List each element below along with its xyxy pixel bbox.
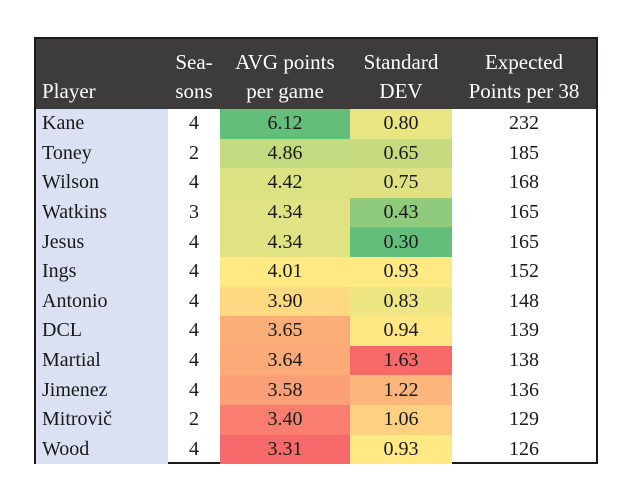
header-expected-points: Expected Points per 38: [452, 39, 596, 109]
table-row: Kane 4 6.12 0.80 232: [36, 109, 596, 139]
expected-points-cell: 138: [509, 349, 539, 372]
avg-points-cell: 3.64: [220, 345, 350, 376]
header-std-line1: Standard: [363, 50, 439, 74]
player-name-cell: Jimenez: [36, 375, 168, 405]
standard-dev-cell: 0.93: [350, 434, 452, 465]
standard-dev-cell: 0.65: [350, 138, 452, 169]
seasons-cell: 2: [189, 408, 199, 431]
standard-dev-cell: 0.83: [350, 286, 452, 317]
header-seasons-line1: Sea-: [175, 50, 213, 74]
table-row: DCL 4 3.65 0.94 139: [36, 316, 596, 346]
player-name-cell: Martial: [36, 345, 168, 376]
expected-points-cell: 139: [509, 319, 539, 342]
expected-points-cell: 165: [509, 230, 539, 253]
table-row: Wood 4 3.31 0.93 126: [36, 434, 596, 465]
seasons-cell: 4: [189, 289, 199, 312]
player-name-cell: Toney: [36, 138, 168, 169]
header-standard-dev: Standard DEV: [350, 39, 452, 109]
expected-points-cell: 148: [509, 289, 539, 312]
seasons-cell: 4: [189, 260, 199, 283]
standard-dev-cell: 0.80: [350, 109, 452, 139]
seasons-cell: 4: [189, 378, 199, 401]
table-row: Antonio 4 3.90 0.83 148: [36, 286, 596, 317]
standard-dev-cell: 0.43: [350, 197, 452, 228]
seasons-cell: 2: [189, 141, 199, 164]
avg-points-cell: 3.65: [220, 316, 350, 346]
header-expected-line2: Points per 38: [468, 79, 580, 103]
seasons-cell: 4: [189, 319, 199, 342]
expected-points-cell: 168: [509, 171, 539, 194]
avg-points-cell: 3.40: [220, 404, 350, 435]
table-body: Kane 4 6.12 0.80 232 Toney 2 4.86 0.65 185 Wilson 4…: [36, 109, 596, 465]
avg-points-cell: 4.01: [220, 256, 350, 287]
player-name-cell: Ings: [36, 256, 168, 287]
avg-points-cell: 4.86: [220, 138, 350, 169]
header-seasons: Sea-sons: [168, 39, 220, 109]
player-name-cell: Kane: [36, 109, 168, 139]
avg-points-cell: 4.42: [220, 168, 350, 198]
avg-points-cell: 3.90: [220, 286, 350, 317]
expected-points-cell: 136: [509, 378, 539, 401]
header-avg-line2: per game: [246, 79, 324, 103]
table-row: Mitrovič 2 3.40 1.06 129: [36, 404, 596, 435]
standard-dev-cell: 0.75: [350, 168, 452, 198]
expected-points-cell: 126: [509, 437, 539, 460]
table-row: Toney 2 4.86 0.65 185: [36, 138, 596, 169]
table-row: Wilson 4 4.42 0.75 168: [36, 168, 596, 198]
avg-points-cell: 4.34: [220, 227, 350, 257]
avg-points-cell: 3.31: [220, 434, 350, 465]
seasons-cell: 4: [189, 349, 199, 372]
avg-points-cell: 3.58: [220, 375, 350, 405]
expected-points-cell: 185: [509, 141, 539, 164]
table-row: Martial 4 3.64 1.63 138: [36, 345, 596, 376]
standard-dev-cell: 1.22: [350, 375, 452, 405]
player-name-cell: Mitrovič: [36, 404, 168, 435]
expected-points-cell: 165: [509, 201, 539, 224]
table-row: Ings 4 4.01 0.93 152: [36, 256, 596, 287]
header-player: Player: [36, 39, 168, 109]
header-expected-line1: Expected: [484, 50, 564, 74]
avg-points-cell: 4.34: [220, 197, 350, 228]
player-name-cell: Watkins: [36, 197, 168, 228]
header-seasons-line2: sons: [175, 79, 213, 103]
seasons-cell: 4: [189, 171, 199, 194]
table-header: Player Sea-sons AVG points per game Stand…: [36, 39, 596, 109]
table-row: Jimenez 4 3.58 1.22 136: [36, 375, 596, 405]
header-avg-line1: AVG points: [235, 50, 335, 74]
seasons-cell: 3: [189, 201, 199, 224]
seasons-cell: 4: [189, 437, 199, 460]
table-row: Jesus 4 4.34 0.30 165: [36, 227, 596, 257]
player-name-cell: DCL: [36, 316, 168, 346]
header-row: Player Sea-sons AVG points per game Stand…: [36, 39, 596, 109]
standard-dev-cell: 0.94: [350, 316, 452, 346]
expected-points-cell: 232: [509, 112, 539, 135]
expected-points-cell: 152: [509, 260, 539, 283]
header-std-line2: DEV: [379, 79, 423, 103]
header-player-label: Player: [42, 79, 96, 103]
player-name-cell: Wood: [36, 434, 168, 465]
stats-table-frame: Player Sea-sons AVG points per game Stand…: [34, 37, 598, 465]
standard-dev-cell: 1.06: [350, 404, 452, 435]
standard-dev-cell: 0.30: [350, 227, 452, 257]
header-avg-points: AVG points per game: [220, 39, 350, 109]
player-name-cell: Jesus: [36, 227, 168, 257]
player-name-cell: Antonio: [36, 286, 168, 317]
standard-dev-cell: 0.93: [350, 256, 452, 287]
avg-points-cell: 6.12: [220, 109, 350, 139]
table-row: Watkins 3 4.34 0.43 165: [36, 197, 596, 228]
player-name-cell: Wilson: [36, 168, 168, 198]
seasons-cell: 4: [189, 230, 199, 253]
expected-points-cell: 129: [509, 408, 539, 431]
seasons-cell: 4: [189, 112, 199, 135]
standard-dev-cell: 1.63: [350, 345, 452, 376]
player-stats-table: Player Sea-sons AVG points per game Stand…: [36, 39, 596, 465]
